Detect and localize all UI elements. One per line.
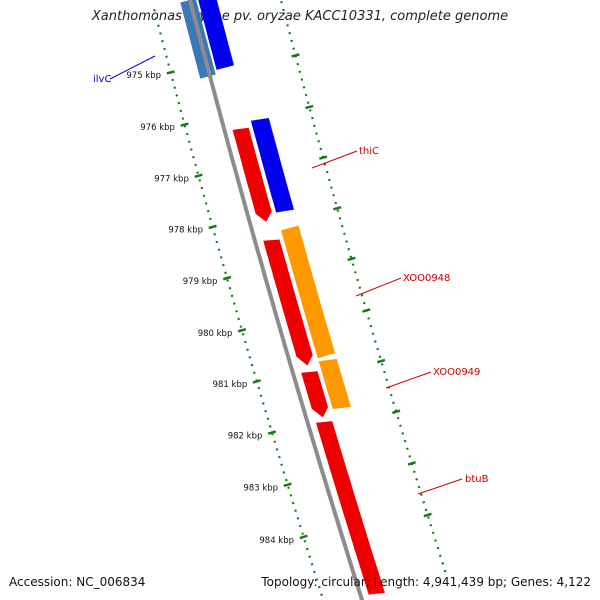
scale-tick-label: 977 kbp xyxy=(154,174,189,184)
scale-tick-label: 978 kbp xyxy=(168,226,203,236)
gene-block-ilvC-forward xyxy=(198,0,234,70)
genome-summary: Topology: circular; Length: 4,941,439 bp… xyxy=(261,575,591,589)
scale-tick xyxy=(333,205,342,211)
scale-tick xyxy=(407,461,416,466)
gene-label-XOO0948[interactable]: XOO0948 xyxy=(403,273,450,284)
scale-tick-label: 984 kbp xyxy=(259,536,294,546)
scale-tick-label: 975 kbp xyxy=(126,71,161,81)
scale-tick xyxy=(299,534,308,540)
scale-tick-label: 980 kbp xyxy=(198,329,233,339)
scale-tick xyxy=(166,70,175,75)
scale-tick xyxy=(318,155,328,160)
gene-label-leader xyxy=(385,371,432,389)
gene-block-thiC xyxy=(232,127,272,222)
scale-tick xyxy=(267,430,277,435)
gene-label-btuB[interactable]: btuB xyxy=(465,474,489,485)
gene-label-leader xyxy=(417,478,463,495)
scale-tick-label: 976 kbp xyxy=(140,123,175,133)
gene-label-leader xyxy=(355,277,402,297)
gene-block-XOO0949-strand xyxy=(318,359,351,409)
gene-block-btuB xyxy=(316,421,385,595)
scale-tick xyxy=(222,275,232,281)
scale-tick xyxy=(423,512,432,518)
scale-tick-label: 983 kbp xyxy=(243,484,278,494)
scale-tick xyxy=(208,224,217,230)
scale-tick xyxy=(283,482,292,488)
scale-tick xyxy=(347,256,356,262)
scale-tick xyxy=(376,358,386,364)
gene-block-thiC-strand xyxy=(250,118,294,213)
scale-tick xyxy=(392,409,401,415)
gene-label-XOO0949[interactable]: XOO0949 xyxy=(433,367,480,378)
accession-text: Accession: NC_006834 xyxy=(9,575,146,589)
gene-label-ilvC[interactable]: ilvC xyxy=(93,74,111,85)
scale-tick-label: 982 kbp xyxy=(228,431,263,441)
gene-label-leader xyxy=(109,55,156,80)
scale-tick-label: 981 kbp xyxy=(213,380,248,390)
scale-tick xyxy=(305,104,314,110)
scale-tick xyxy=(237,327,247,333)
gene-block-XOO0948-strand xyxy=(281,225,335,359)
inner-tick-ruler xyxy=(153,9,325,600)
genome-backbone xyxy=(188,0,364,600)
scale-tick-label: 979 kbp xyxy=(183,277,218,287)
scale-tick xyxy=(252,379,262,384)
gene-block-XOO0949 xyxy=(301,371,328,418)
scale-tick xyxy=(194,173,203,179)
gene-label-leader xyxy=(311,150,358,169)
gene-block-XOO0948 xyxy=(263,239,313,366)
scale-tick xyxy=(291,53,300,58)
scale-tick xyxy=(362,308,371,313)
scale-tick xyxy=(180,122,189,127)
gene-label-thiC[interactable]: thiC xyxy=(359,146,379,157)
